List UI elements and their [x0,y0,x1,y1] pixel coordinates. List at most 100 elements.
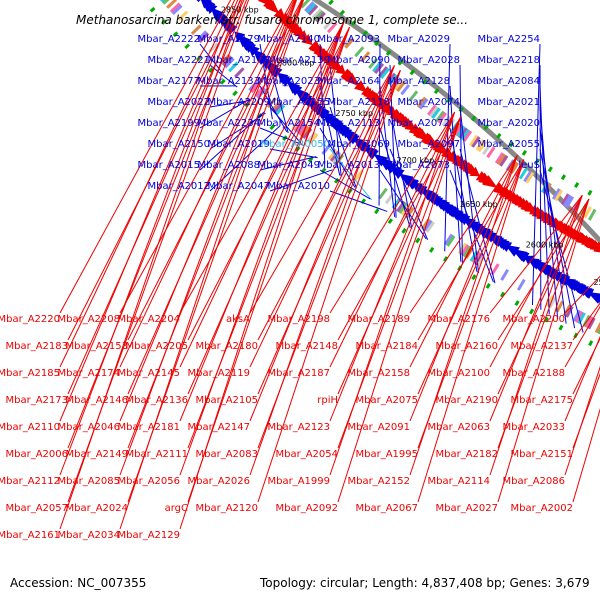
reverse-connector-line [489,195,583,368]
reverse-connector-line [417,159,525,503]
forward-gene-label: Mbar_A2178 [207,55,270,66]
reverse-connector-line [564,275,600,314]
reverse-connector-line [249,65,395,476]
forward-feature-block [584,316,594,329]
forward-gene-arrow [499,240,513,252]
gc-tick-mark [496,133,502,139]
forward-gene-label: Mbar_A2118 [327,97,390,108]
reverse-feature-block [454,124,464,136]
reverse-connector-line [489,194,583,314]
gc-tick-mark [415,237,421,244]
reverse-gene-label: Mbar_A2184 [355,341,418,352]
reverse-gene-label: Mbar_A2105 [195,395,258,406]
forward-feature-block [329,150,340,162]
forward-connector-line [449,169,494,283]
reverse-gene-label: Mbar_A2176 [427,314,490,325]
reverse-feature-block [469,134,479,147]
reverse-connector-line [409,155,518,476]
reverse-feature-block [471,136,481,148]
forward-gene-label: Mbar_A2074 [397,97,460,108]
reverse-gene-label: Mbar_A2110 [0,422,60,433]
reverse-connector-line [187,26,350,341]
scale-label: 2800 kbp [277,59,315,68]
reverse-connector-line [119,0,295,368]
reverse-gene-label: Mbar_A2111 [125,449,188,460]
reverse-connector-line [564,305,600,368]
forward-feature-block [224,57,235,69]
reverse-gene-label: Mbar_A2149 [65,449,128,460]
forward-feature-block [190,24,202,36]
forward-connector-line [319,85,341,176]
reverse-connector-line [127,0,303,341]
reverse-connector-line [337,116,462,341]
reverse-feature-block [462,130,473,142]
reverse-connector-line [179,21,345,368]
forward-feature-block [169,2,181,13]
reverse-gene-label: Mbar_A2152 [347,476,410,487]
reverse-gene-label: Mbar_A2006 [5,449,68,460]
reverse-connector-line [329,111,456,476]
forward-connector-line [329,64,342,177]
reverse-connector-line [572,337,600,395]
forward-gene-label: Mbar_A2022 [147,97,210,108]
gc-tick-mark [521,149,528,156]
reverse-gene-label: Mbar_A2091 [347,422,410,433]
forward-connector-line [319,169,371,200]
forward-connector-line [199,98,251,129]
forward-connector-line [539,106,559,320]
forward-feature-block [516,278,526,291]
reverse-gene-label: Mbar_A2147 [187,422,250,433]
scale-label: 2700 kbp [397,156,435,165]
reverse-gene-label: Mbar_A2086 [502,476,565,487]
gc-tick-mark [269,124,276,130]
reverse-feature-block [306,3,317,14]
gc-tick-mark [161,19,167,25]
reverse-gene-label: Mbar_A2114 [427,476,490,487]
topology-summary: Topology: circular; Length: 4,837,408 bp… [259,576,590,590]
forward-gene-label: Mbar_A2020 [477,118,540,129]
reverse-gene-label: Mbar_A2123 [267,422,330,433]
gc-tick-mark [471,274,477,281]
reverse-feature-block [394,79,405,91]
reverse-gene-label: Mbar_A2083 [195,449,258,460]
forward-gene-label: Mbar_AR0050 [261,139,330,150]
forward-feature-block [425,221,435,233]
gc-tick-mark [514,300,520,307]
reverse-gene-arrow [301,34,313,46]
forward-gene-label: Mbar_A2090 [327,55,390,66]
reverse-feature-block [523,170,533,183]
forward-connector-line [449,127,478,273]
reverse-gene-label: Mbar_A2046 [57,422,120,433]
forward-gene-label: Mbar_A2049 [257,160,320,171]
reverse-feature-block [481,143,492,156]
reverse-feature-block [313,10,324,21]
forward-gene-label: Mbar_A2010 [267,181,330,192]
forward-gene-label: Mbar_A2179 [197,34,260,45]
reverse-connector-line [59,0,232,314]
forward-gene-label: Mbar_A2222 [137,34,200,45]
reverse-feature-block [418,98,429,110]
forward-gene-label: Mbar_A2019 [207,139,270,150]
forward-gene-label: Mbar_A2097 [397,139,460,150]
forward-connector-line [269,169,333,192]
gc-tick-mark [409,69,416,76]
gc-tick-mark [401,227,407,234]
forward-connector-line [379,169,427,240]
reverse-connector-line [337,116,462,395]
forward-gene-label: Mbar_A2015 [137,160,200,171]
forward-gene-label: Mbar_A2113 [317,118,380,129]
reverse-connector-line [497,198,590,395]
reverse-gene-label: Mbar_A2189 [347,314,410,325]
reverse-gene-label: Mbar_A2158 [347,368,410,379]
reverse-gene-label: Mbar_A2129 [117,530,180,541]
forward-gene-label: Mbar_A2084 [477,76,540,87]
reverse-feature-block [416,96,427,109]
reverse-gene-arrow [593,241,600,254]
reverse-gene-label: Mbar_A2026 [187,476,250,487]
forward-feature-block [327,148,338,161]
reverse-gene-label: Mbar_A2145 [117,368,180,379]
forward-connector-line [389,148,429,241]
reverse-connector-line [409,155,518,422]
reverse-feature-block [499,155,509,167]
reverse-gene-arrow [344,72,361,87]
